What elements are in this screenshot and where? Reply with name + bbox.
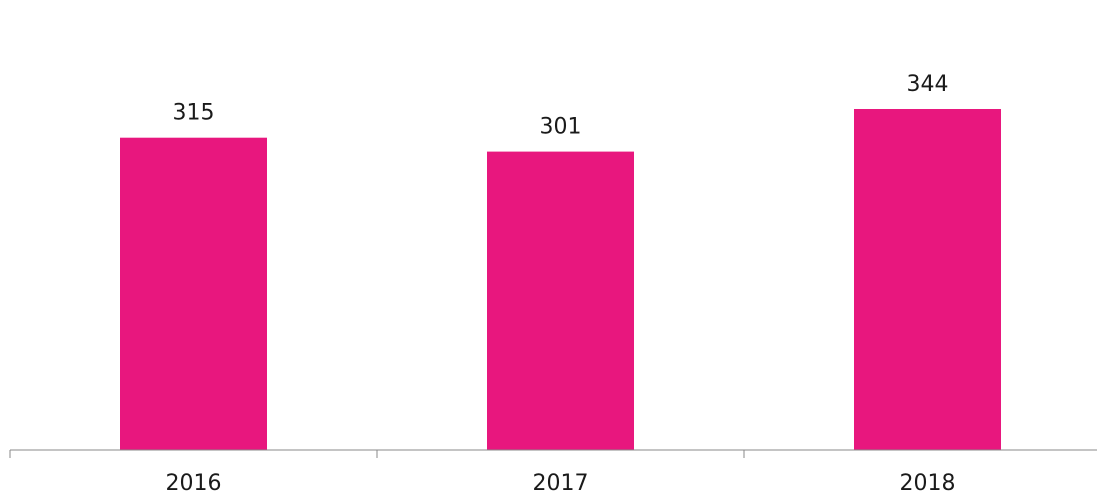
x-tick-label-2016: 2016 (166, 471, 222, 491)
bar-2018 (854, 109, 1001, 450)
data-label-2017: 301 (540, 115, 582, 140)
x-axis (9, 449, 1097, 458)
data-label-2016: 315 (173, 101, 215, 126)
x-tick-labels-group: 2016 2017 2018 (166, 471, 956, 491)
x-tick-label-2017: 2017 (533, 471, 589, 491)
bars-group (120, 109, 1001, 450)
data-labels-group: 315 301 344 (173, 72, 949, 140)
x-tick-label-2018: 2018 (900, 471, 956, 491)
bar-2016 (120, 137, 267, 450)
bar-2017 (487, 151, 634, 450)
data-label-2018: 344 (907, 72, 949, 97)
